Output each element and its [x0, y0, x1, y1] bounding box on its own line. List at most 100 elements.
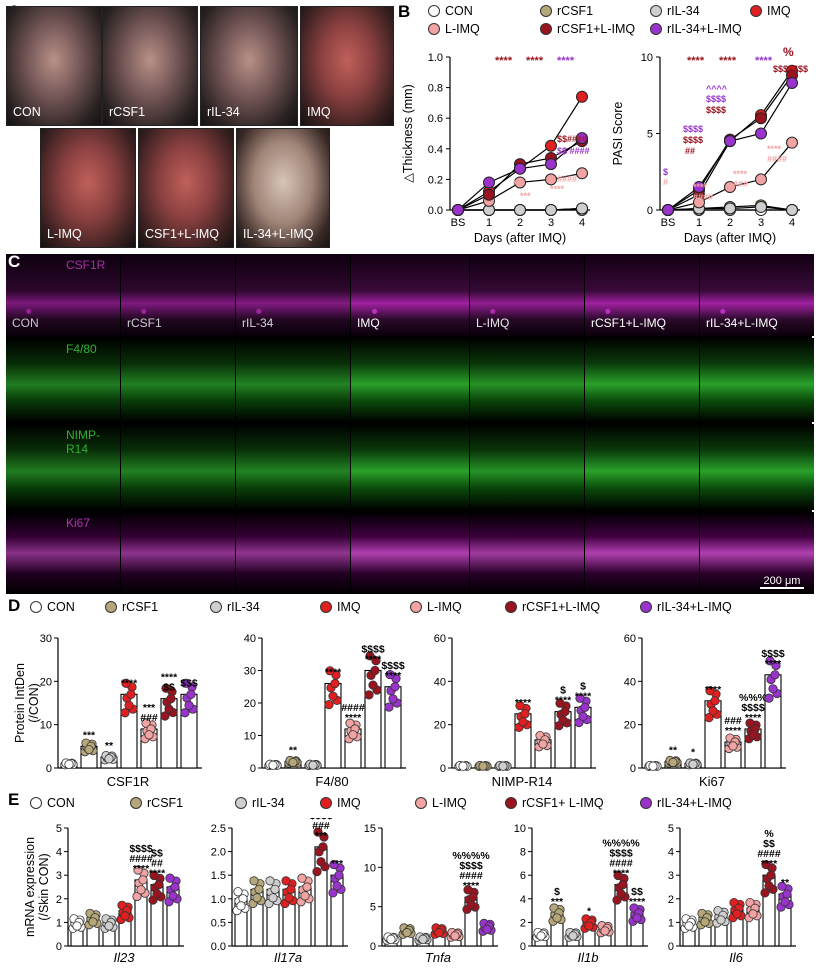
data-point: [576, 90, 588, 103]
significance-mark: $$$$: [761, 648, 785, 660]
data-point: [580, 702, 590, 712]
legend-item: IMQ: [320, 600, 361, 614]
bar-chart-d_f480: 010203040******####****$$$$****$$$$****F…: [244, 633, 406, 789]
data-point: [515, 701, 525, 711]
significance-mark: ####: [767, 154, 787, 164]
data-point: [463, 885, 473, 895]
x-tick-label: 4: [579, 217, 585, 229]
y-tick-label: 20: [434, 720, 446, 732]
legend-marker: [30, 797, 42, 809]
data-point: [329, 859, 339, 870]
legend-marker: [428, 5, 440, 17]
legend-marker: [415, 797, 427, 809]
data-point: [180, 708, 190, 718]
y-tick-label: 0.8: [428, 83, 443, 95]
legend-marker: [210, 601, 222, 613]
data-point: [268, 893, 278, 903]
significance-mark: *: [587, 905, 592, 917]
legend-label: rIL-34: [667, 4, 700, 18]
data-point: [724, 135, 736, 148]
data-point: [732, 909, 742, 919]
y-axis-label-unit: (/CON): [27, 683, 41, 723]
data-point: [514, 162, 526, 175]
data-point: [693, 196, 705, 209]
data-point: [600, 926, 610, 936]
data-point: [312, 867, 322, 877]
data-point: [300, 891, 310, 901]
significance-mark: $$$$: [361, 644, 385, 656]
data-point: [728, 741, 738, 751]
data-point: [316, 857, 326, 867]
y-tick-label: 4: [56, 847, 62, 859]
significance-mark: ####: [459, 870, 483, 882]
histology-tile: Ki67: [6, 512, 120, 594]
histology-tile: [585, 338, 699, 422]
data-point: [418, 934, 428, 944]
data-point: [684, 921, 694, 931]
data-point: [120, 708, 130, 718]
legend-label: rCSF1+ L-IMQ: [522, 796, 604, 810]
legend-item: rIL-34+L-IMQ: [640, 600, 732, 614]
photo-row1-3: IMQ: [300, 6, 394, 126]
data-point: [693, 181, 705, 194]
data-point: [483, 188, 495, 201]
y-tick-label: 5: [668, 823, 674, 835]
x-axis-label: Ki67: [699, 774, 725, 789]
legend-item: rCSF1+L-IMQ: [505, 600, 600, 614]
data-point: [386, 934, 396, 944]
y-tick-label: 60: [434, 633, 446, 645]
photo-row2-2: IL-34+L-IMQ: [236, 128, 330, 248]
histology-tile: [236, 338, 350, 422]
histology-tile: [351, 512, 469, 594]
row-label: F4/80: [66, 342, 97, 356]
data-point: [616, 889, 626, 899]
panel-label-d: D: [8, 596, 21, 615]
y-tick-label: 1.0: [428, 52, 443, 64]
significance-mark: $: [560, 685, 566, 697]
y-tick-label: 0: [520, 941, 526, 953]
data-point: [388, 694, 398, 704]
significance-mark: ****: [745, 712, 762, 724]
data-point: [334, 870, 344, 880]
photo-row1-1: rCSF1: [102, 6, 198, 126]
legend-marker: [540, 5, 552, 17]
significance-mark: *: [691, 747, 696, 759]
significance-mark: ####: [757, 848, 781, 860]
y-tick-label: 40: [624, 676, 636, 688]
x-axis-label: Il23: [114, 950, 136, 965]
photo-caption: CSF1+L-IMQ: [145, 227, 219, 241]
data-point: [166, 694, 176, 704]
legend-marker: [505, 797, 517, 809]
data-point: [233, 887, 243, 897]
scale-bar: 200 μm: [760, 575, 804, 590]
data-point: [558, 715, 568, 725]
data-point: [688, 759, 698, 769]
significance-mark: $$: [631, 886, 643, 898]
significance-mark: ****: [693, 182, 708, 192]
x-tick-label: 2: [517, 217, 523, 229]
data-point: [286, 884, 296, 894]
legend-label: CON: [47, 600, 75, 614]
scale-bar-label: 200 μm: [763, 575, 801, 587]
significance-mark: $$$$: [609, 848, 633, 860]
significance-mark: ####: [341, 702, 365, 714]
data-point: [568, 931, 578, 941]
legend-label: rCSF1: [557, 4, 594, 18]
significance-mark: $$$$: [741, 702, 765, 714]
y-tick-label: 2.5: [211, 823, 226, 835]
data-point: [545, 173, 557, 186]
y-tick-label: 0: [440, 763, 446, 775]
data-point: [332, 881, 342, 891]
x-axis-label: Tnfa: [425, 950, 451, 965]
y-tick-label: 0: [668, 941, 674, 953]
panel-label-b: B: [398, 2, 411, 21]
y-tick-label: 30: [244, 666, 256, 678]
data-point: [121, 678, 131, 688]
data-point: [764, 693, 774, 703]
data-point: [576, 167, 588, 180]
data-point: [755, 200, 767, 213]
significance-mark: $: [663, 167, 668, 177]
